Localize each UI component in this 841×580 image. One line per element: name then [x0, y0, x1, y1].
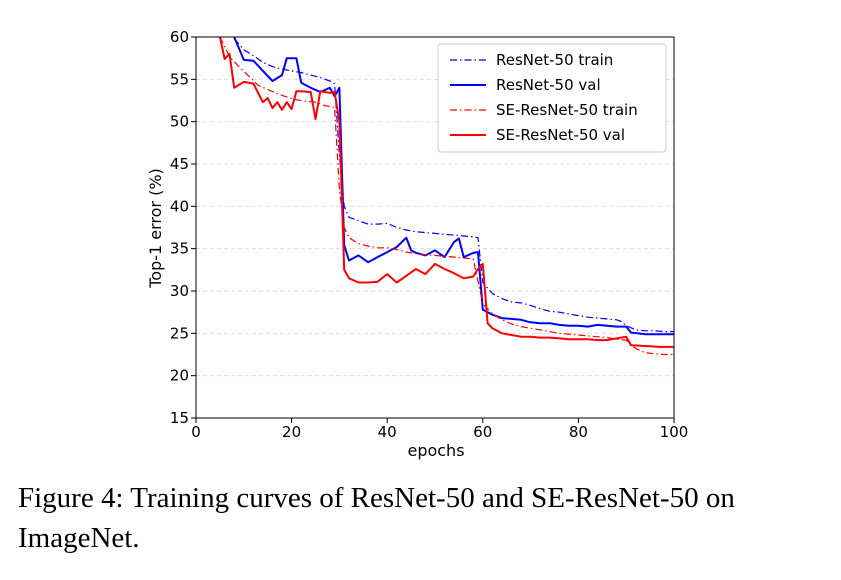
y-tick-label: 40	[170, 197, 189, 215]
y-tick-label: 15	[170, 409, 189, 427]
legend-label: ResNet-50 train	[496, 51, 613, 69]
y-tick-label: 50	[170, 113, 189, 131]
y-tick-label: 35	[170, 240, 189, 258]
x-tick-label: 40	[378, 423, 397, 441]
y-tick-label: 30	[170, 282, 189, 300]
y-tick-label: 45	[170, 155, 189, 173]
legend-box	[437, 43, 667, 153]
plot-frame	[195, 36, 675, 419]
y-axis-label: Top-1 error (%)	[146, 168, 165, 289]
x-axis-label: epochs	[407, 441, 464, 460]
y-tick-label: 60	[170, 28, 189, 46]
y-tick-label: 20	[170, 367, 189, 385]
x-tick-label: 60	[473, 423, 492, 441]
legend-label: SE-ResNet-50 val	[496, 126, 625, 144]
x-tick-label: 20	[282, 423, 301, 441]
series-line-resnet-50-train	[233, 38, 674, 333]
legend-label: ResNet-50 val	[496, 76, 601, 94]
y-tick-label: 25	[170, 324, 189, 342]
series-line-se-resnet-50-val	[218, 37, 674, 348]
legend-label: SE-ResNet-50 train	[496, 101, 638, 119]
x-tick-label: 0	[191, 423, 201, 441]
legend: ResNet-50 train ResNet-50 val SE-ResNet-50…	[437, 43, 667, 153]
axis-ticks: 15 20 25 30 35 40 45 50 55 60 0 20 40 60 80 100	[170, 28, 688, 441]
x-tick-label: 100	[660, 423, 689, 441]
x-tick-label: 80	[569, 423, 588, 441]
series-lines	[218, 37, 674, 356]
figure-caption: Figure 4: Training curves of ResNet-50 a…	[18, 482, 735, 554]
series-line-resnet-50-val	[233, 37, 674, 336]
y-tick-label: 55	[170, 70, 189, 88]
series-line-se-resnet-50-train	[219, 37, 674, 356]
